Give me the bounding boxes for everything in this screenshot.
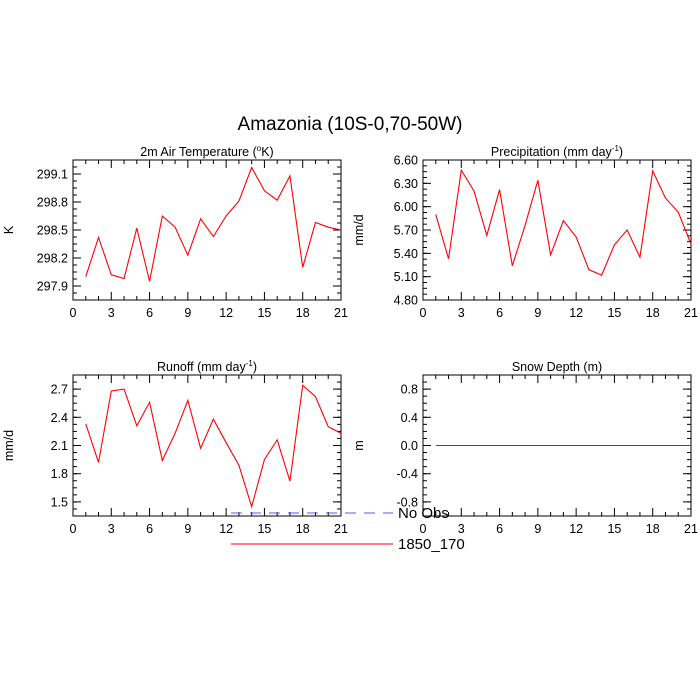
panel-title: Runoff (mm day-1) [157, 359, 257, 374]
y-axis-label: m [352, 440, 366, 450]
x-tick-label: 18 [646, 522, 660, 536]
x-tick-label: 3 [108, 522, 115, 536]
y-tick-label: 0.4 [401, 411, 418, 425]
x-tick-label: 3 [108, 306, 115, 320]
y-tick-label: 5.40 [394, 247, 418, 261]
x-tick-label: 21 [334, 306, 348, 320]
x-tick-label: 6 [496, 306, 503, 320]
panel-title: Snow Depth (m) [512, 360, 602, 374]
x-tick-label: 0 [420, 522, 427, 536]
x-tick-label: 3 [458, 522, 465, 536]
y-tick-label: 298.8 [37, 196, 68, 210]
y-tick-label: -0.8 [396, 495, 418, 509]
x-tick-label: 6 [146, 522, 153, 536]
x-tick-label: 12 [569, 522, 583, 536]
x-tick-label: 21 [334, 522, 348, 536]
y-tick-label: 298.5 [37, 224, 68, 238]
page-title: Amazonia (10S-0,70-50W) [238, 114, 463, 135]
x-tick-label: 9 [534, 306, 541, 320]
x-tick-label: 15 [607, 306, 621, 320]
x-tick-label: 15 [257, 306, 271, 320]
legend: No Obs 1850_170 [231, 505, 465, 553]
y-tick-label: 1.5 [51, 495, 68, 509]
legend-label: No Obs [398, 505, 449, 522]
y-tick-label: 0.8 [401, 383, 418, 397]
y-tick-label: 298.2 [37, 252, 68, 266]
x-tick-label: 15 [257, 522, 271, 536]
x-tick-label: 0 [70, 306, 77, 320]
y-axis-label: mm/d [2, 430, 16, 461]
series-line [85, 166, 342, 282]
chart-panel-2: Precipitation (mm day-1) mm/d 0 3 6 9 12 15 18 21… [352, 144, 698, 320]
x-tick-label: 15 [607, 522, 621, 536]
x-tick-label: 0 [420, 306, 427, 320]
x-tick-label: 12 [219, 522, 233, 536]
plot-frame [72, 159, 342, 301]
panel-title: 2m Air Temperature (oK) [140, 144, 273, 159]
series-line [85, 384, 342, 509]
y-tick-label: 297.9 [37, 280, 68, 294]
y-axis-label: mm/d [352, 214, 366, 245]
chart-panel-3: Runoff (mm day-1) mm/d 0 3 6 9 12 15 18 21 1.5 1.8 2… [2, 359, 348, 536]
chart-panel-4: Snow Depth (m) m 0 3 6 9 12 15 18 21 -0.8 -0.4 0.0 0.… [352, 360, 698, 536]
y-tick-label: 5.70 [394, 224, 418, 238]
y-tick-label: 6.30 [394, 177, 418, 191]
y-tick-label: 2.1 [51, 439, 68, 453]
y-tick-label: 4.80 [394, 294, 418, 308]
x-tick-label: 18 [296, 522, 310, 536]
y-tick-label: 6.00 [394, 200, 418, 214]
y-tick-label: 2.4 [51, 411, 68, 425]
x-tick-label: 0 [70, 522, 77, 536]
panel-title: Precipitation (mm day-1) [491, 144, 623, 159]
y-axis-label: K [2, 225, 16, 234]
x-tick-label: 12 [569, 306, 583, 320]
x-tick-label: 18 [646, 306, 660, 320]
legend-label: 1850_170 [398, 536, 465, 553]
y-tick-label: 5.10 [394, 270, 418, 284]
y-tick-label: 2.7 [51, 383, 68, 397]
x-tick-label: 3 [458, 306, 465, 320]
x-tick-label: 21 [684, 306, 698, 320]
y-tick-label: 299.1 [37, 168, 68, 182]
x-tick-label: 9 [534, 522, 541, 536]
x-tick-label: 9 [184, 306, 191, 320]
x-tick-label: 6 [146, 306, 153, 320]
y-tick-label: 0.0 [401, 439, 418, 453]
x-tick-label: 12 [219, 306, 233, 320]
series-line [435, 168, 692, 276]
x-tick-label: 6 [496, 522, 503, 536]
y-tick-label: 6.60 [394, 154, 418, 168]
chart-panel-1: 2m Air Temperature (oK) K 0 3 6 9 12 15 18 21 297.… [2, 144, 348, 320]
x-tick-label: 18 [296, 306, 310, 320]
y-tick-label: 1.8 [51, 467, 68, 481]
x-tick-label: 21 [684, 522, 698, 536]
y-tick-label: -0.4 [396, 467, 418, 481]
x-tick-label: 9 [184, 522, 191, 536]
